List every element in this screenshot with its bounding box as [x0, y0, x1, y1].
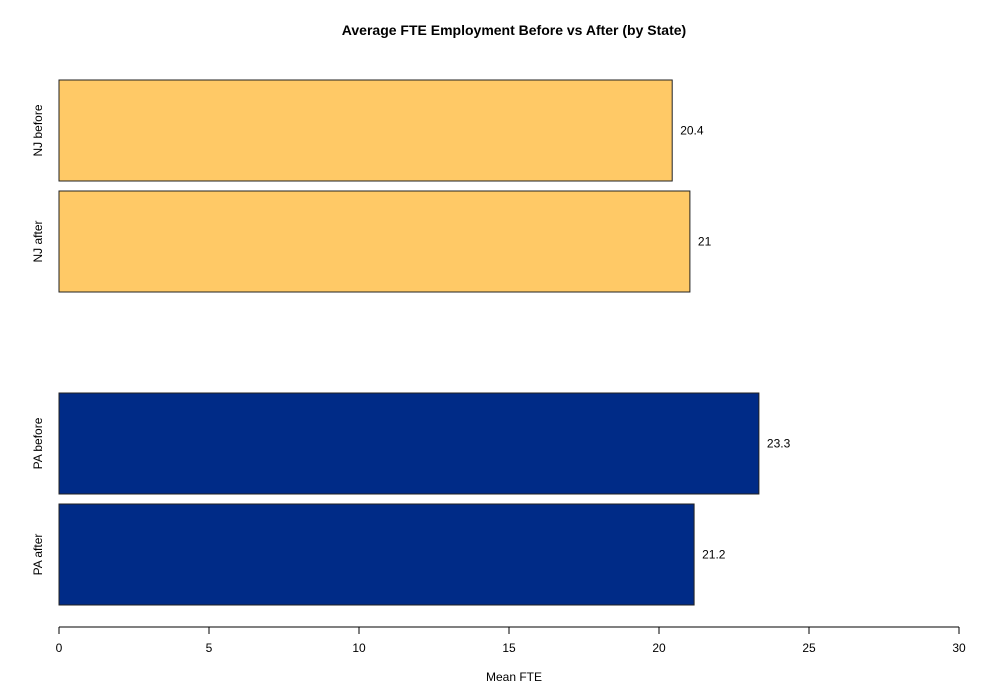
x-tick-label: 15: [502, 641, 516, 655]
category-label: PA after: [31, 534, 45, 576]
x-tick-label: 0: [56, 641, 63, 655]
x-axis: 0 5 10 15 20 25 30: [56, 626, 966, 655]
bars-layer: NJ before 20.4 NJ after 21 PA before 23.3 PA a…: [31, 79, 791, 606]
data-label: 23.3: [767, 437, 791, 451]
category-label: NJ after: [31, 220, 45, 262]
bar: [58, 503, 695, 606]
x-tick-label: 30: [952, 641, 966, 655]
data-label: 20.4: [680, 124, 704, 138]
x-tick-label: 10: [352, 641, 366, 655]
bar: [58, 392, 760, 495]
chart-title: Average FTE Employment Before vs After (…: [342, 22, 686, 38]
category-label: PA before: [31, 417, 45, 469]
x-tick-label: 20: [652, 641, 666, 655]
bar: [58, 79, 673, 182]
bar: [58, 190, 691, 293]
data-label: 21: [698, 235, 712, 249]
category-label: NJ before: [31, 104, 45, 156]
x-tick-label: 5: [206, 641, 213, 655]
x-axis-label: Mean FTE: [486, 670, 542, 684]
data-label: 21.2: [702, 548, 726, 562]
x-tick-label: 25: [802, 641, 816, 655]
